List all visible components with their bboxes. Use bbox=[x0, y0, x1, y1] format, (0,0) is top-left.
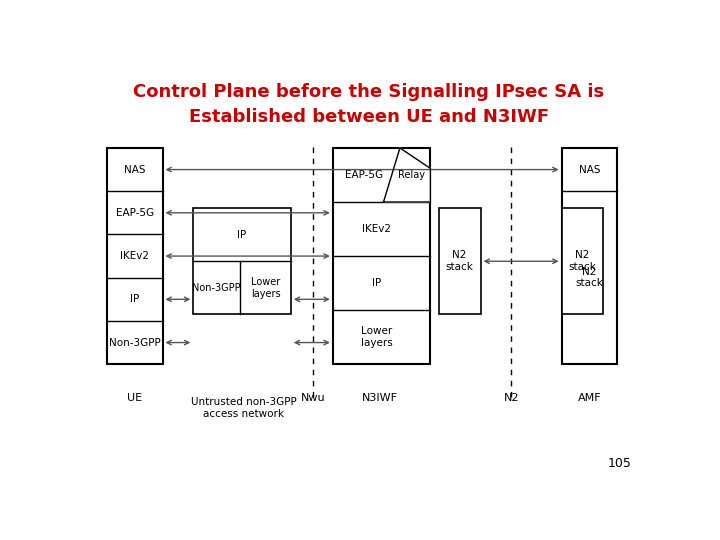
Bar bbox=[107, 148, 163, 364]
Text: Lower
layers: Lower layers bbox=[251, 277, 280, 299]
Text: 105: 105 bbox=[608, 457, 631, 470]
Text: N3IWF: N3IWF bbox=[362, 393, 398, 403]
Bar bbox=[562, 208, 603, 314]
Text: Non-3GPP: Non-3GPP bbox=[192, 283, 241, 293]
Text: Non-3GPP: Non-3GPP bbox=[109, 338, 161, 348]
Text: Lower
layers: Lower layers bbox=[361, 326, 392, 348]
Text: NAS: NAS bbox=[124, 165, 145, 174]
Text: Control Plane before the Signalling IPsec SA is: Control Plane before the Signalling IPse… bbox=[133, 83, 605, 101]
Text: N2
stack: N2 stack bbox=[575, 267, 603, 288]
Text: Established between UE and N3IWF: Established between UE and N3IWF bbox=[189, 108, 549, 126]
Text: IP: IP bbox=[130, 294, 139, 305]
Bar bbox=[438, 208, 481, 314]
Text: Untrusted non-3GPP
access network: Untrusted non-3GPP access network bbox=[191, 397, 297, 419]
Polygon shape bbox=[384, 148, 431, 202]
Text: N2: N2 bbox=[503, 393, 519, 403]
Text: N2
stack: N2 stack bbox=[569, 251, 596, 272]
Text: Nwu: Nwu bbox=[301, 393, 325, 403]
Text: EAP-5G: EAP-5G bbox=[345, 170, 383, 180]
Text: IKEv2: IKEv2 bbox=[362, 224, 391, 234]
Bar bbox=[333, 148, 431, 364]
Bar bbox=[193, 208, 291, 314]
Text: IP: IP bbox=[372, 278, 382, 288]
Text: EAP-5G: EAP-5G bbox=[116, 208, 153, 218]
Text: Relay: Relay bbox=[398, 170, 425, 180]
Text: IKEv2: IKEv2 bbox=[120, 251, 149, 261]
Text: NAS: NAS bbox=[579, 165, 600, 174]
Text: AMF: AMF bbox=[577, 393, 601, 403]
Text: N2
stack: N2 stack bbox=[446, 251, 474, 272]
Text: UE: UE bbox=[127, 393, 143, 403]
Text: IP: IP bbox=[238, 230, 247, 240]
Bar bbox=[562, 148, 617, 364]
